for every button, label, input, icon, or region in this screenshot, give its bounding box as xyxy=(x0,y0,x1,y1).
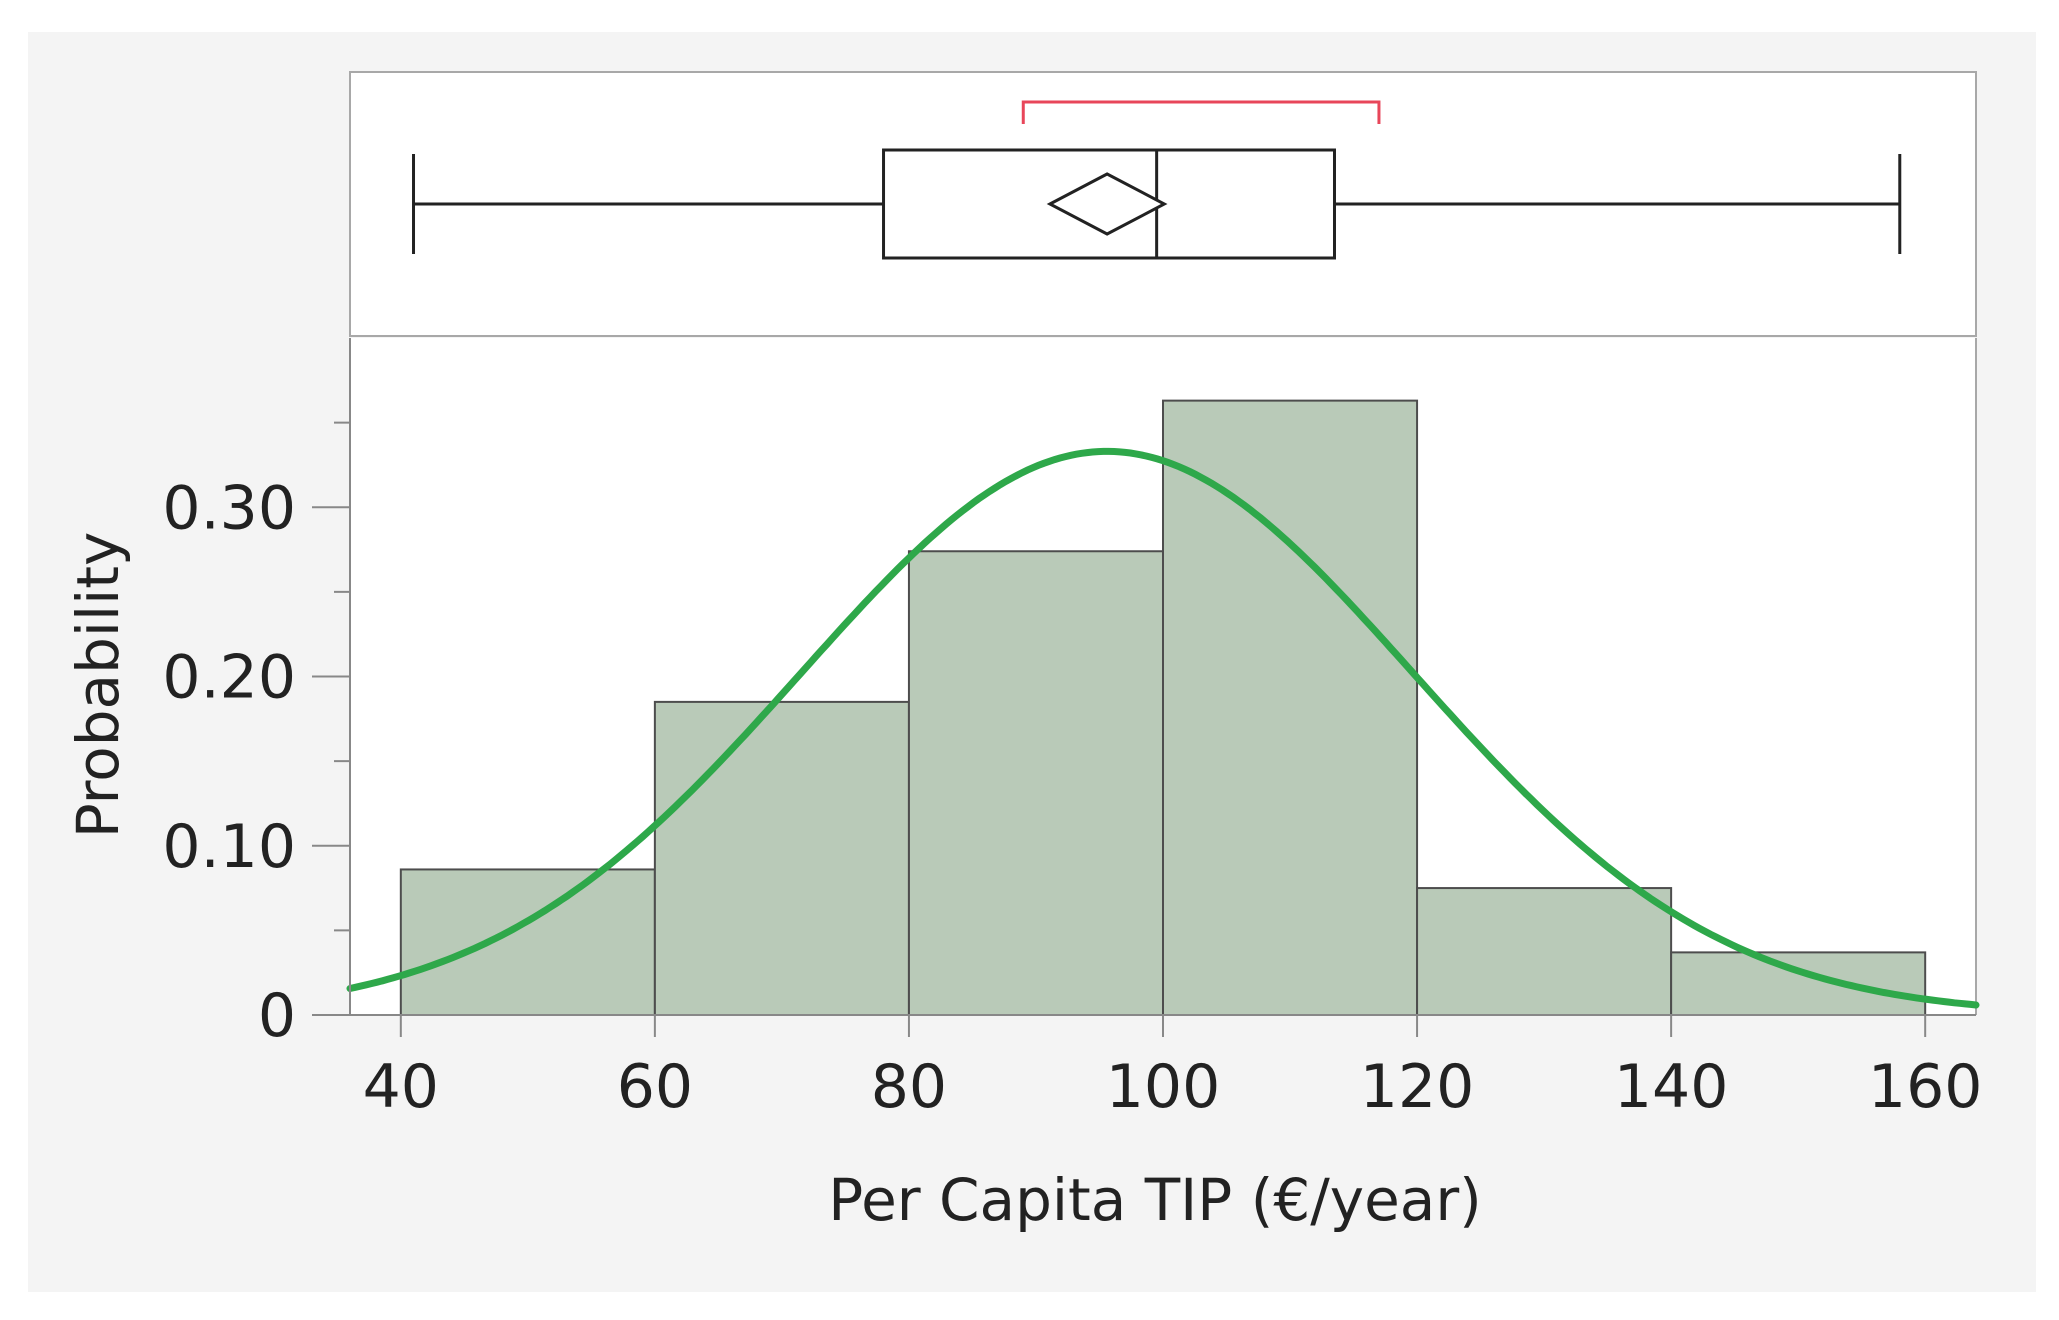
boxplot-mean-diamond xyxy=(1046,172,1168,236)
histogram-bars xyxy=(399,399,1927,1017)
y-axis-title: Probability xyxy=(64,532,132,839)
shortest-half-bracket xyxy=(1021,100,1381,124)
x-tick-label-100: 100 xyxy=(1106,1052,1221,1122)
x-axis-title: Per Capita TIP (€/year) xyxy=(828,1166,1482,1234)
histogram-bar-80-100 xyxy=(907,550,1164,1016)
histogram-bar-120-140 xyxy=(1416,887,1673,1016)
histogram-bar-40-60 xyxy=(399,868,656,1016)
x-tick-label-60: 60 xyxy=(617,1052,693,1122)
axes-layer: 40 60 80 100 120 140 160 0 0.10 0.20 0.30 xyxy=(162,338,1982,1122)
y-tick-label-0.3: 0.30 xyxy=(162,473,296,543)
normal-fit-curve xyxy=(346,447,1980,1009)
x-tick-label-80: 80 xyxy=(871,1052,947,1122)
x-tick-label-160: 160 xyxy=(1868,1052,1983,1122)
x-tick-label-120: 120 xyxy=(1360,1052,1475,1122)
x-tick-label-140: 140 xyxy=(1614,1052,1729,1122)
y-tick-label-0: 0 xyxy=(258,981,296,1051)
boxplot-layer xyxy=(412,100,1902,260)
y-tick-label-0.1: 0.10 xyxy=(162,812,296,882)
y-tick-label-0.2: 0.20 xyxy=(162,643,296,713)
histogram-bar-140-160 xyxy=(1670,951,1927,1017)
normal-fit-layer xyxy=(346,447,1980,1009)
x-tick-label-40: 40 xyxy=(363,1052,439,1122)
histogram-bar-60-80 xyxy=(653,700,910,1016)
histogram-bar-100-120 xyxy=(1162,399,1419,1016)
